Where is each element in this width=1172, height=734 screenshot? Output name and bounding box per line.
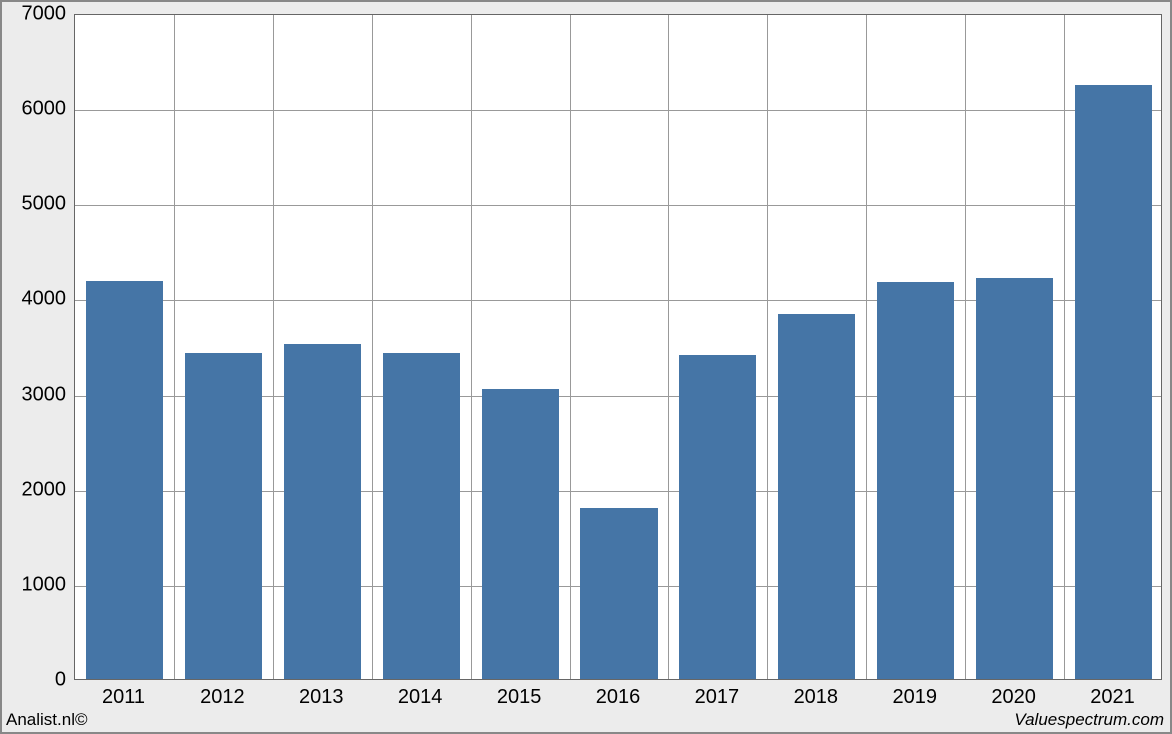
y-tick-label: 6000 [6, 98, 66, 121]
gridline-vertical [471, 15, 472, 679]
gridline-vertical [570, 15, 571, 679]
x-tick-label: 2021 [1090, 686, 1135, 709]
plot-area [74, 14, 1162, 680]
gridline-vertical [1064, 15, 1065, 679]
bar [877, 282, 954, 679]
bar [86, 281, 163, 679]
gridline-vertical [767, 15, 768, 679]
gridline-vertical [273, 15, 274, 679]
x-tick-label: 2012 [200, 686, 245, 709]
gridline-horizontal [75, 110, 1161, 111]
x-tick-label: 2013 [299, 686, 344, 709]
attribution-left: Analist.nl© [6, 710, 88, 730]
x-tick-label: 2014 [398, 686, 443, 709]
gridline-vertical [668, 15, 669, 679]
bar [185, 353, 262, 679]
chart-frame: 0 1000 2000 3000 4000 5000 6000 7000 2011 2012 20… [0, 0, 1172, 734]
x-tick-label: 2017 [695, 686, 740, 709]
x-tick-label: 2015 [497, 686, 542, 709]
x-tick-label: 2018 [794, 686, 839, 709]
bar [679, 355, 756, 679]
bar [778, 314, 855, 679]
x-tick-label: 2020 [991, 686, 1036, 709]
bar [284, 344, 361, 679]
y-tick-label: 2000 [6, 478, 66, 501]
attribution-right: Valuespectrum.com [1014, 710, 1164, 730]
y-tick-label: 0 [6, 669, 66, 692]
bar [580, 508, 657, 679]
gridline-vertical [372, 15, 373, 679]
y-tick-label: 3000 [6, 383, 66, 406]
y-tick-label: 4000 [6, 288, 66, 311]
y-tick-label: 5000 [6, 193, 66, 216]
bar [1075, 85, 1152, 679]
y-tick-label: 1000 [6, 573, 66, 596]
gridline-vertical [174, 15, 175, 679]
y-tick-label: 7000 [6, 3, 66, 26]
x-tick-label: 2019 [892, 686, 937, 709]
bar [482, 389, 559, 679]
gridline-horizontal [75, 205, 1161, 206]
bar [976, 278, 1053, 679]
x-tick-label: 2016 [596, 686, 641, 709]
gridline-vertical [965, 15, 966, 679]
x-tick-label: 2011 [102, 686, 145, 709]
gridline-vertical [866, 15, 867, 679]
bar [383, 353, 460, 679]
